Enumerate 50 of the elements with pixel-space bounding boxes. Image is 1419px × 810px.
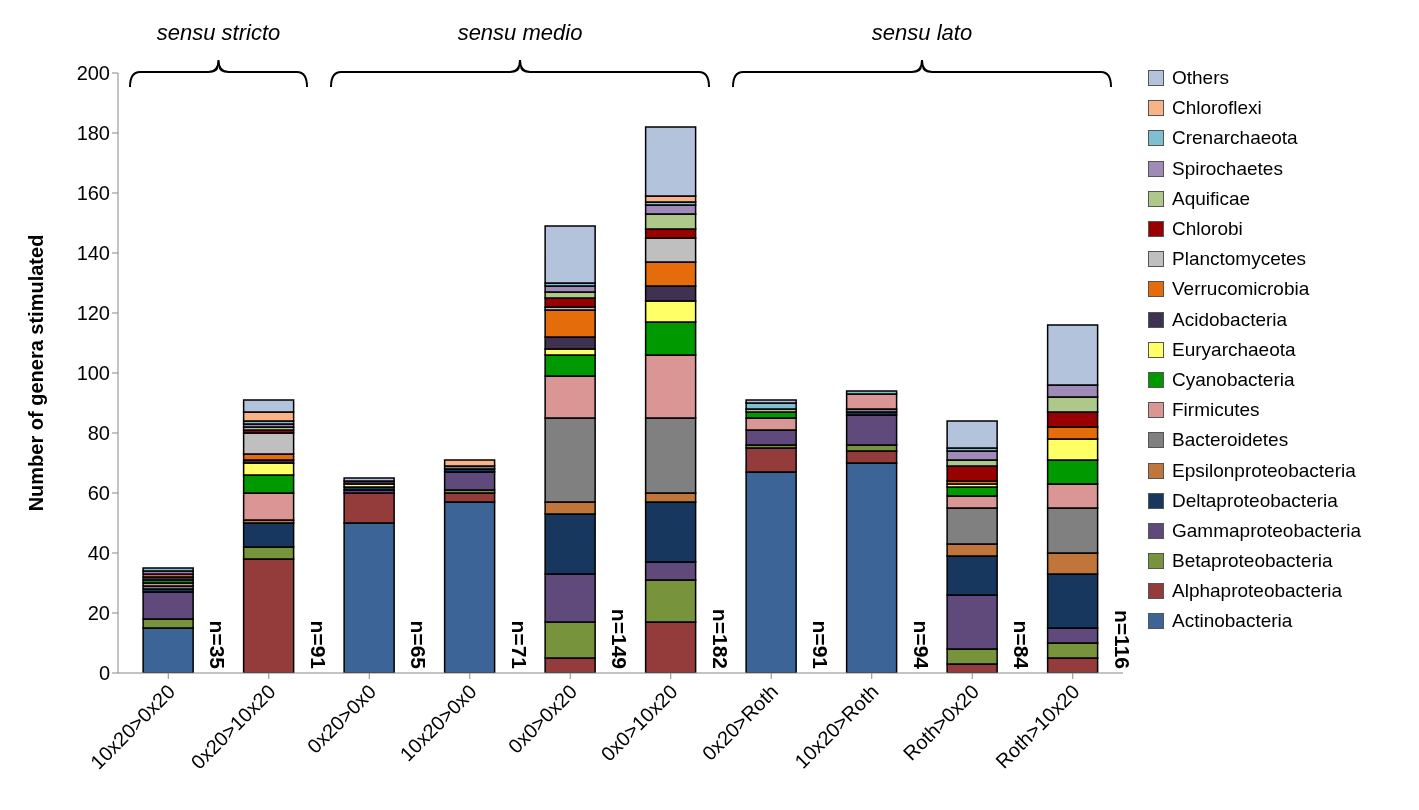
text: sensu lato xyxy=(871,20,973,45)
legend-label: Spirochaetes xyxy=(1172,157,1283,180)
legend-label: Alphaproteobacteria xyxy=(1172,580,1343,603)
legend-label: Planctomycetes xyxy=(1172,248,1307,271)
legend-label: Epsilonproteobacteria xyxy=(1172,459,1356,482)
legend-label: Aquificae xyxy=(1172,187,1251,210)
legend-label: Chlorobi xyxy=(1172,218,1243,241)
legend-label: Chloroflexi xyxy=(1172,97,1262,120)
bar xyxy=(544,225,596,284)
y-axis-title: Number of genera stimulated xyxy=(25,234,47,512)
legend-label: Euryarchaeota xyxy=(1172,338,1296,361)
bar xyxy=(946,465,998,482)
y-tick-label: 140 xyxy=(76,242,110,265)
legend-label: Bacteroidetes xyxy=(1172,429,1289,452)
total-label: n=91 xyxy=(809,620,833,670)
y-tick-label: 200 xyxy=(76,62,110,85)
legend-label: Betaproteobacteria xyxy=(1172,550,1333,573)
legend-label: Crenarchaeota xyxy=(1172,127,1298,150)
y-tick-label: 120 xyxy=(76,302,110,325)
y-tick-label: 100 xyxy=(76,362,110,385)
bar xyxy=(845,393,898,410)
bar xyxy=(946,420,998,449)
total-label: n=84 xyxy=(1010,620,1034,670)
bar xyxy=(443,471,496,491)
total-label: n=149 xyxy=(608,608,632,669)
total-label: n=71 xyxy=(507,620,531,670)
y-tick-label: 180 xyxy=(76,122,110,145)
legend-label: Firmicutes xyxy=(1172,399,1260,422)
y-tick-label: 60 xyxy=(87,482,110,505)
total-label: n=35 xyxy=(206,620,230,670)
legend-label: Cyanobacteria xyxy=(1172,368,1295,391)
text: sensu stricto xyxy=(156,20,281,45)
legend-label: Verrucomicrobia xyxy=(1172,278,1310,301)
y-tick-label: 20 xyxy=(87,602,110,625)
y-tick-label: 40 xyxy=(87,542,110,565)
legend-label: Acidobacteria xyxy=(1172,308,1288,331)
text: sensu medio xyxy=(457,20,583,45)
y-tick-label: 80 xyxy=(87,422,110,445)
y-tick-label: 0 xyxy=(98,662,110,685)
total-label: n=91 xyxy=(306,620,330,670)
total-label: n=94 xyxy=(909,620,933,670)
total-label: n=182 xyxy=(708,608,732,669)
y-tick-label: 160 xyxy=(76,182,110,205)
legend-label: Actinobacteria xyxy=(1172,610,1293,633)
total-label: n=65 xyxy=(407,620,431,670)
legend-label: Gammaproteobacteria xyxy=(1172,519,1362,542)
legend-label: Others xyxy=(1172,67,1230,90)
legend-label: Deltaproteobacteria xyxy=(1172,489,1338,512)
bar xyxy=(443,459,496,467)
total-label: n=116 xyxy=(1110,610,1134,669)
